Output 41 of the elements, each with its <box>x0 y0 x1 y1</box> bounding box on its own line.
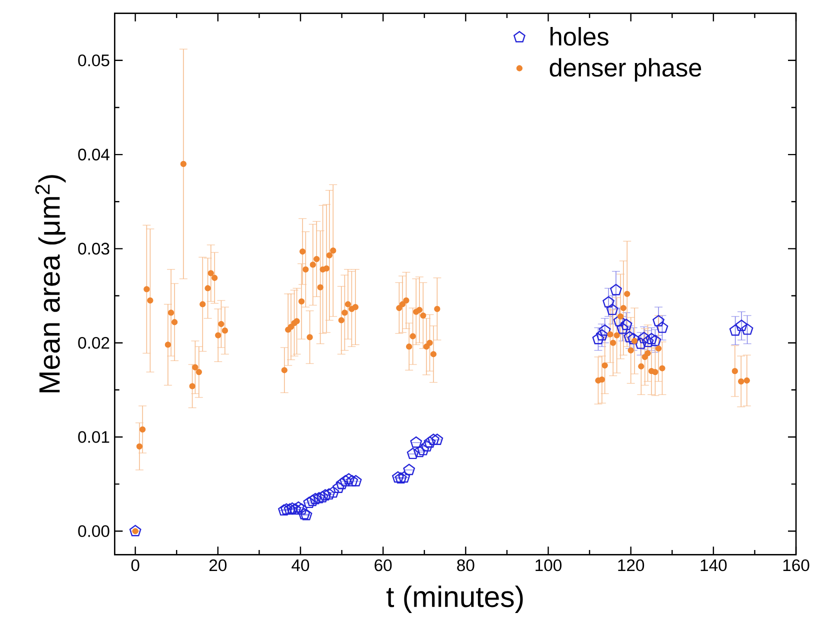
point <box>613 314 626 326</box>
point <box>431 434 444 445</box>
point <box>420 440 433 452</box>
point <box>610 284 622 296</box>
x-tick-label: 40 <box>292 559 310 572</box>
x-tick-label: 20 <box>209 559 227 572</box>
point <box>424 436 436 448</box>
point <box>428 434 440 445</box>
point <box>129 524 142 536</box>
x-axis-title: t (minutes) <box>386 586 523 613</box>
y-tick-label: 0.05 <box>78 54 110 66</box>
y-tick-label: 0.02 <box>78 336 110 349</box>
point <box>602 296 614 308</box>
point <box>313 492 325 504</box>
x-tick-label: 0 <box>131 559 140 572</box>
x-tick-label: 60 <box>374 559 392 572</box>
point <box>332 482 344 493</box>
point <box>656 322 668 333</box>
point <box>646 332 658 344</box>
x-tick-label: 80 <box>457 559 474 572</box>
legend-label: denser phase <box>550 58 702 82</box>
point <box>592 332 604 344</box>
x-tick-label: 160 <box>783 559 810 572</box>
legend-label: holes <box>550 27 608 46</box>
point <box>741 323 754 335</box>
point <box>736 320 748 332</box>
point <box>403 464 416 476</box>
point <box>410 436 422 448</box>
point <box>394 472 407 484</box>
point <box>729 324 742 336</box>
y-tick-label: 0.00 <box>78 525 110 538</box>
point <box>323 488 335 500</box>
x-tick-label: 100 <box>536 559 562 572</box>
x-tick-label: 120 <box>618 559 644 572</box>
y-tick-label: 0.03 <box>78 242 110 255</box>
y-tick-label: 0.01 <box>78 431 110 443</box>
point <box>303 496 316 508</box>
x-tick-label: 140 <box>700 559 727 572</box>
point <box>327 486 340 498</box>
y-axis-title: Mean area (μm$^{2}$) <box>35 175 66 392</box>
y-tick-label: 0.04 <box>78 148 110 160</box>
